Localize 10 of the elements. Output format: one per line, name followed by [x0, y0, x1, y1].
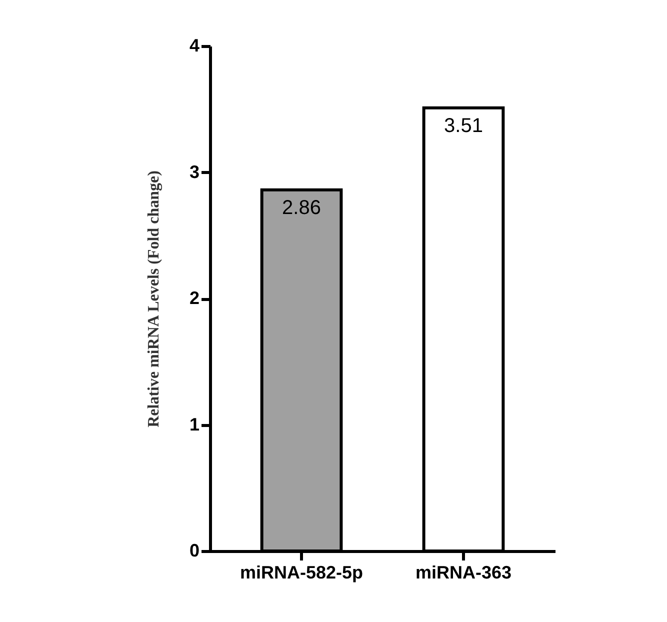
y-tick-label: 4 [189, 36, 200, 56]
data-label: 2.86 [282, 196, 321, 219]
y-tick-label: 0 [189, 540, 200, 560]
x-tick-label: miRNA-582-5p [240, 562, 364, 582]
y-axis-title: Relative miRNA Levels (Fold change) [145, 170, 162, 428]
y-tick-label: 3 [189, 162, 200, 182]
y-tick-label: 2 [189, 288, 200, 308]
y-tick-label: 1 [189, 414, 200, 434]
x-tick-label: miRNA-363 [415, 562, 512, 582]
data-label: 3.51 [444, 114, 483, 137]
